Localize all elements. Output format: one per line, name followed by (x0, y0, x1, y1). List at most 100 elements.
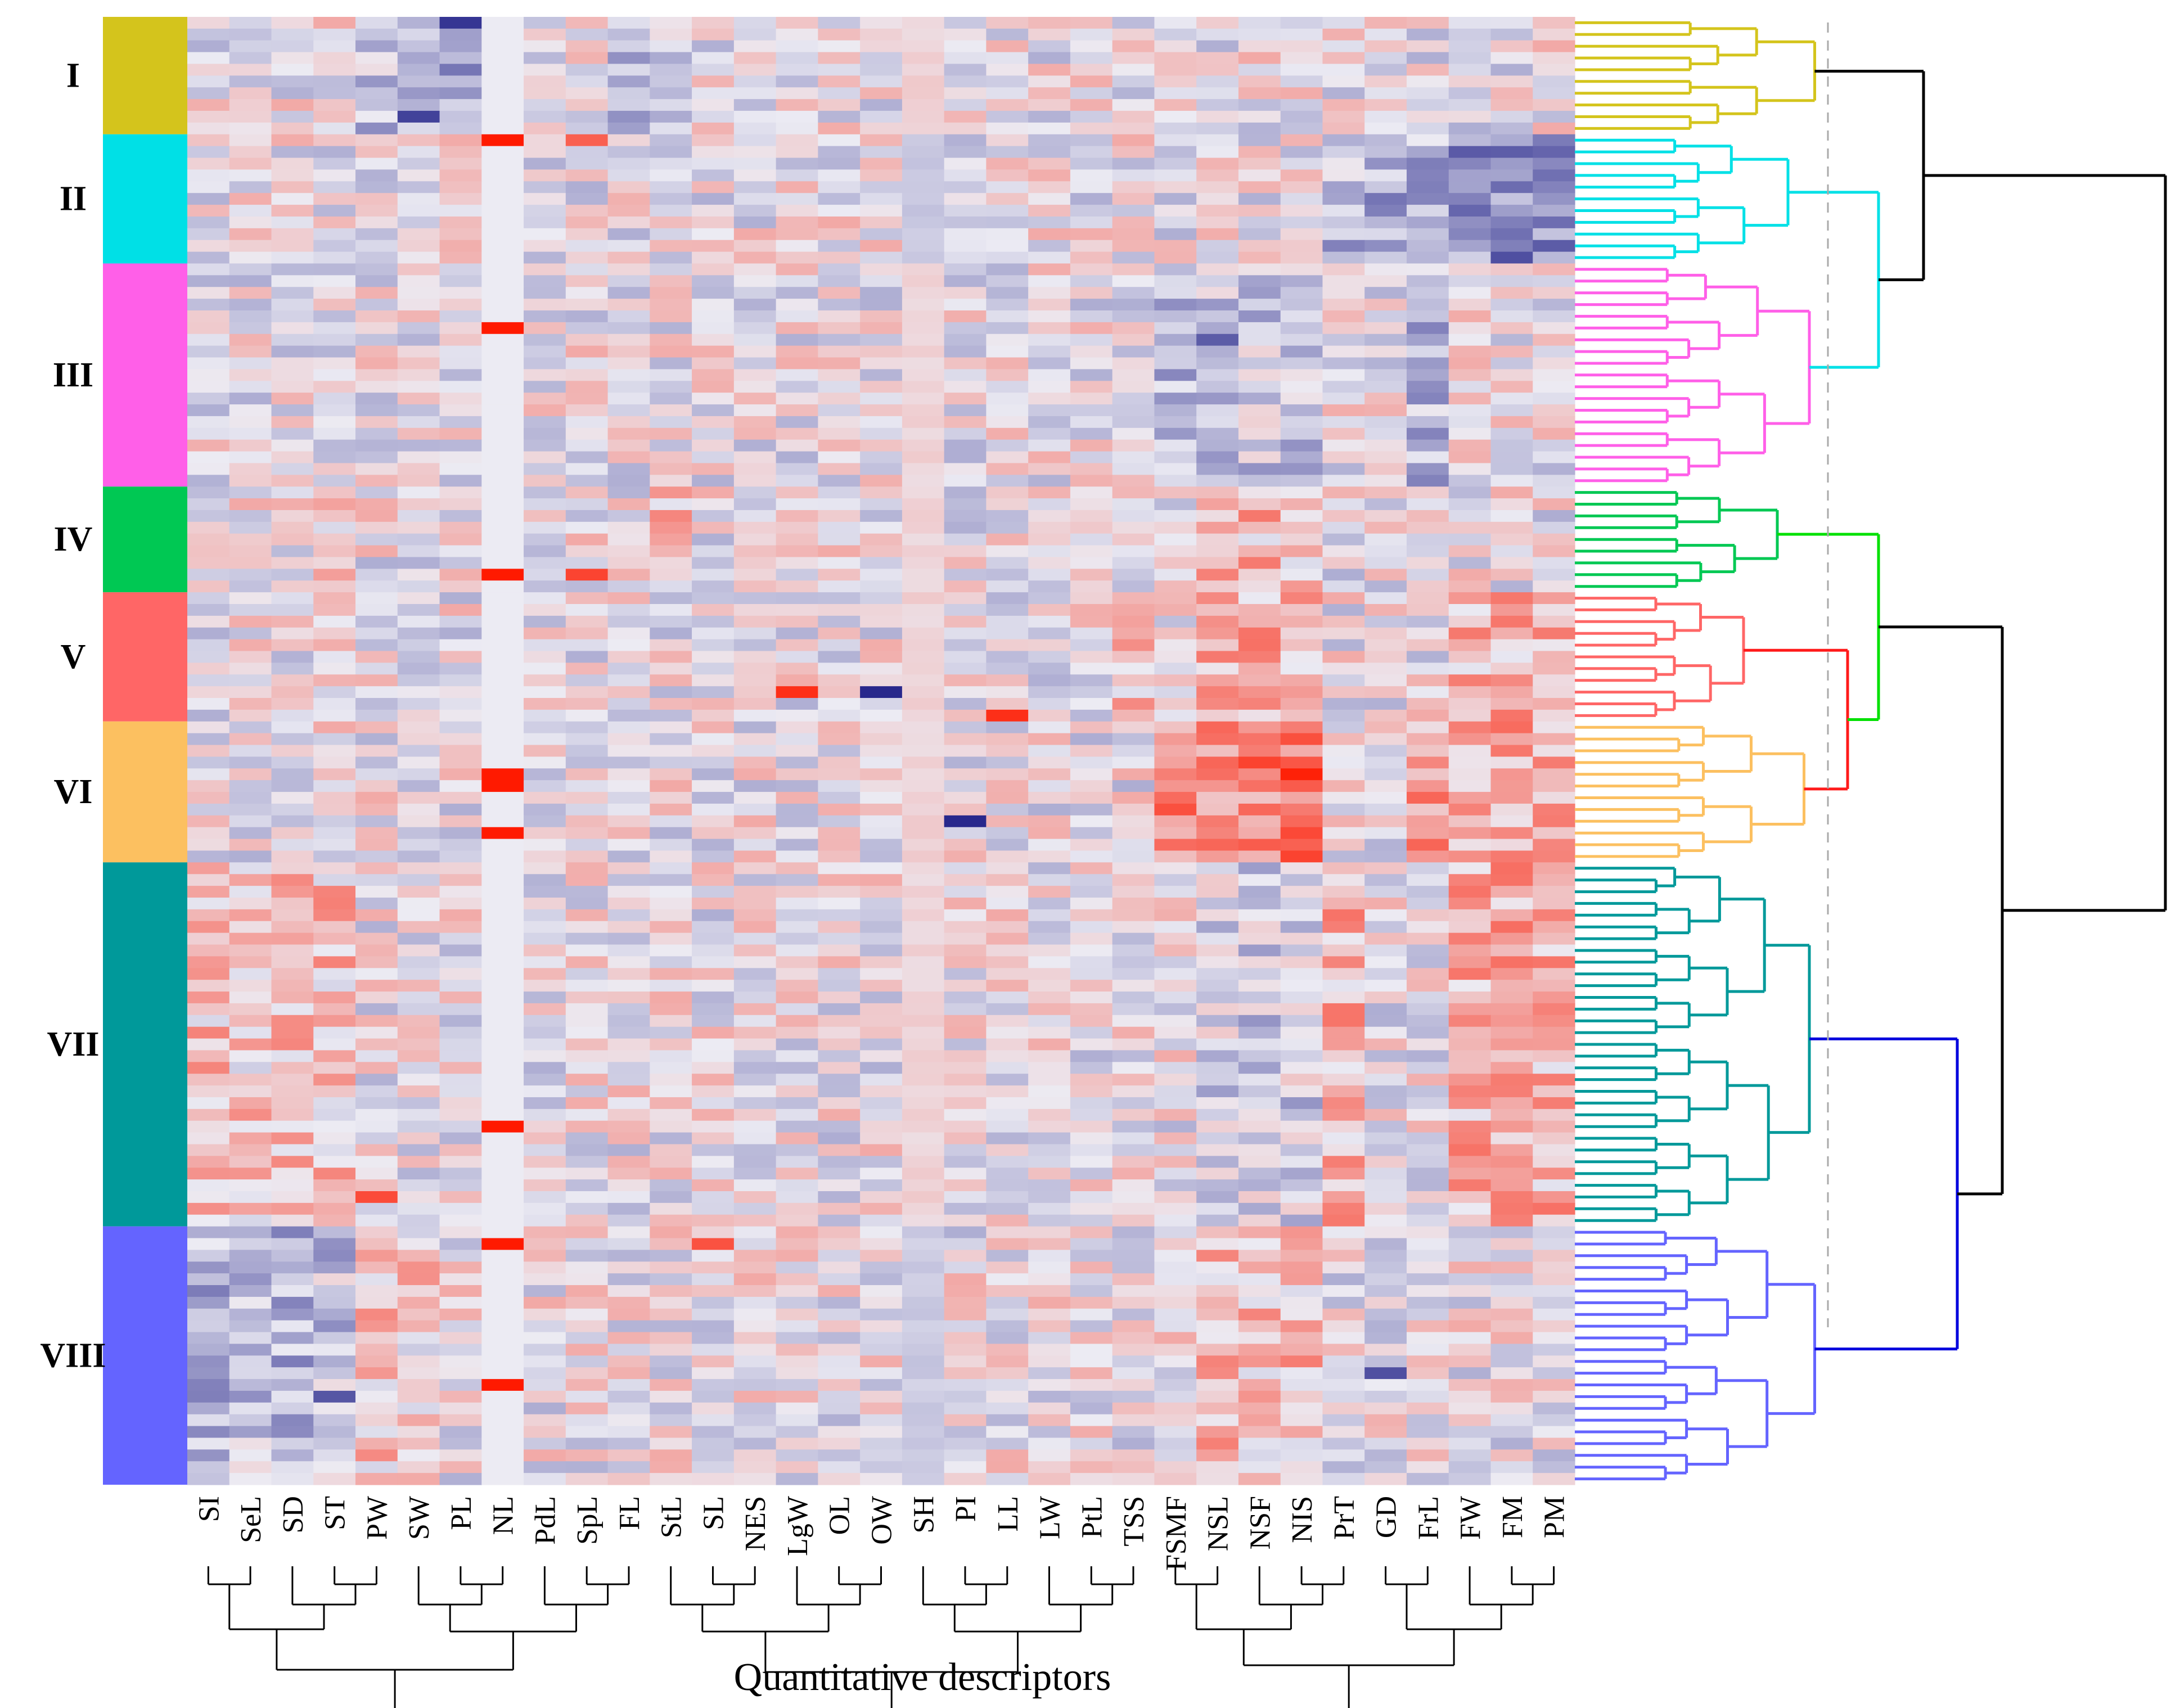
heatmap-cell (860, 216, 903, 229)
heatmap-cell (313, 1226, 356, 1239)
heatmap-cell (1533, 334, 1575, 346)
heatmap-cell (650, 404, 692, 417)
heatmap-cell (902, 1120, 945, 1133)
heatmap-cell (1070, 1074, 1113, 1086)
heatmap-cell (481, 334, 524, 346)
heatmap-cell (733, 886, 777, 898)
heatmap-cell (1406, 1285, 1449, 1297)
heatmap-cell (1070, 1238, 1113, 1250)
heatmap-cell (481, 839, 524, 851)
heatmap-cell (692, 1074, 735, 1086)
heatmap-cell (607, 1437, 650, 1450)
heatmap-cell (944, 862, 987, 875)
heatmap-cell (1322, 240, 1365, 253)
heatmap-cell (271, 569, 314, 581)
heatmap-cell (1406, 40, 1449, 53)
heatmap-cell (397, 886, 440, 898)
heatmap-cell (776, 639, 818, 652)
heatmap-cell (692, 627, 735, 640)
heatmap-cell (1364, 1402, 1407, 1415)
heatmap-cell (1448, 1062, 1492, 1074)
heatmap-cell (1533, 193, 1575, 205)
heatmap-cell (439, 510, 482, 522)
heatmap-cell (1070, 733, 1113, 746)
heatmap-cell (818, 1097, 861, 1110)
heatmap-cell (1364, 557, 1407, 569)
heatmap-cell (986, 1085, 1029, 1098)
heatmap-cell (776, 569, 818, 581)
heatmap-cell (187, 1226, 230, 1239)
heatmap-cell (1406, 475, 1449, 487)
heatmap-cell (692, 1179, 735, 1192)
heatmap-cell (481, 393, 524, 405)
heatmap-cell (524, 1344, 566, 1356)
heatmap-cell (481, 674, 524, 687)
heatmap-cell (313, 1414, 356, 1427)
column-label: PL (445, 1496, 478, 1530)
heatmap-cell (818, 87, 861, 100)
heatmap-cell (1490, 1097, 1533, 1110)
heatmap-cell (355, 228, 398, 241)
heatmap-cell (1112, 1379, 1155, 1391)
heatmap-cell (733, 1285, 777, 1297)
heatmap-cell (607, 216, 650, 229)
heatmap-cell (650, 169, 692, 182)
heatmap-cell (944, 87, 987, 100)
heatmap-cell (229, 111, 272, 123)
heatmap-cell (1154, 216, 1197, 229)
heatmap-cell (1028, 745, 1071, 758)
heatmap-cell (1280, 1015, 1323, 1027)
heatmap-cell (1533, 768, 1575, 781)
column-label: FSMF (1160, 1496, 1192, 1571)
heatmap-cell (481, 87, 524, 100)
heatmap-cell (1322, 263, 1365, 276)
heatmap-cell (1112, 1214, 1155, 1227)
heatmap-cell (481, 1308, 524, 1321)
heatmap-cell (397, 1296, 440, 1309)
heatmap-cell (733, 521, 777, 534)
heatmap-cell (776, 134, 818, 147)
heatmap-cell (1154, 1379, 1197, 1391)
heatmap-cell (650, 1261, 692, 1274)
heatmap-cell (1112, 956, 1155, 968)
heatmap-cell (1028, 486, 1071, 499)
heatmap-cell (524, 345, 566, 358)
heatmap-cell (1322, 122, 1365, 135)
heatmap-cell (524, 52, 566, 65)
heatmap-cell (481, 240, 524, 253)
heatmap-cell (860, 780, 903, 792)
heatmap-cell (187, 357, 230, 369)
heatmap-cell (187, 1296, 230, 1309)
heatmap-cell (481, 99, 524, 111)
heatmap-cell (565, 639, 609, 652)
heatmap-cell (1490, 768, 1533, 781)
heatmap-cell (1322, 486, 1365, 499)
heatmap-cell (1154, 651, 1197, 663)
heatmap-cell (650, 216, 692, 229)
heatmap-cell (1028, 1332, 1071, 1345)
heatmap-cell (187, 768, 230, 781)
heatmap-cell (1406, 733, 1449, 746)
heatmap-cell (271, 956, 314, 968)
heatmap-cell (1533, 803, 1575, 816)
heatmap-cell (524, 569, 566, 581)
heatmap-cell (1322, 698, 1365, 710)
heatmap-cell (818, 393, 861, 405)
heatmap-cell (397, 1473, 440, 1485)
heatmap-cell (733, 592, 777, 605)
heatmap-cell (1070, 1390, 1113, 1403)
heatmap-cell (187, 1437, 230, 1450)
heatmap-cell (397, 733, 440, 746)
heatmap-cell (355, 1273, 398, 1286)
heatmap-cell (1406, 193, 1449, 205)
heatmap-cell (524, 1097, 566, 1110)
heatmap-cell (818, 146, 861, 159)
heatmap-cell (229, 1473, 272, 1485)
heatmap-cell (1322, 228, 1365, 241)
heatmap-cell (271, 1015, 314, 1027)
heatmap-cell (944, 604, 987, 616)
heatmap-cell (818, 850, 861, 863)
cluster-label: IV (54, 520, 93, 558)
heatmap-cell (944, 1414, 987, 1427)
heatmap-cell (692, 169, 735, 182)
